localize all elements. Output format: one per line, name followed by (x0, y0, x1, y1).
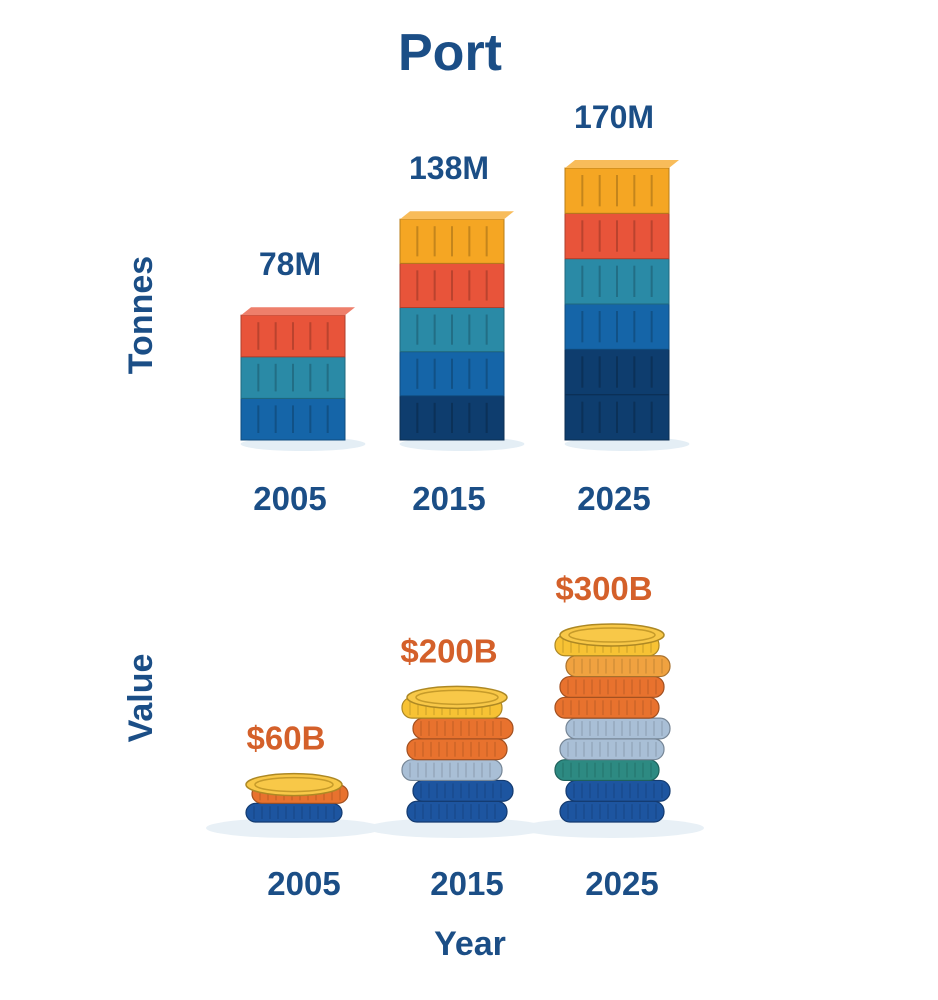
tonnes-x-tick: 2005 (253, 480, 326, 517)
tonnes-value-label: 138M (409, 150, 489, 186)
tonnes-value-label: 78M (259, 246, 321, 282)
bar-shadow (399, 437, 525, 451)
coin-edge (412, 717, 514, 740)
container-box (564, 348, 670, 396)
bar-shadow (367, 818, 547, 838)
container-box (564, 258, 670, 305)
tonnes-x-tick: 2025 (577, 480, 650, 517)
coin-edge (412, 779, 514, 802)
coin (554, 759, 660, 782)
value-x-tick: 2015 (430, 865, 503, 902)
coin-top-rim (254, 776, 334, 793)
y-axis-label-tonnes: Tonnes (122, 256, 160, 374)
coin-edge (406, 738, 508, 761)
coin-edge (406, 800, 508, 823)
container-box (564, 394, 670, 441)
coin (565, 655, 671, 678)
value-bar-2005 (206, 772, 382, 838)
tonnes-x-tick: 2015 (412, 480, 485, 517)
container-top (400, 211, 514, 220)
value-value-label: $200B (400, 632, 497, 669)
value-bar-2025 (520, 623, 704, 838)
bar-shadow (564, 437, 690, 451)
coin (559, 800, 665, 823)
container-box (399, 218, 505, 264)
coin-edge (401, 759, 503, 782)
tonnes-chart: 78M 2005 138M 2015 170M 2025 (240, 99, 690, 517)
coin (559, 675, 665, 698)
coin (412, 779, 514, 802)
coin-top-rim (568, 627, 656, 643)
value-chart: $60B 2005 $200B 2015 $300B 2025 (206, 570, 704, 902)
coin-top-rim (415, 689, 499, 706)
container-box (399, 307, 505, 353)
container-top (241, 307, 355, 316)
value-x-tick: 2005 (267, 865, 340, 902)
tonnes-bar-2005 (240, 307, 366, 451)
container-box (564, 212, 670, 260)
value-value-label: $300B (555, 570, 652, 607)
value-value-label: $60B (247, 720, 326, 757)
coin (401, 759, 503, 782)
value-bar-2015 (367, 685, 547, 838)
value-x-tick: 2025 (585, 865, 658, 902)
coin (412, 717, 514, 740)
bar-shadow (240, 437, 366, 451)
y-axis-label-value: Value (122, 654, 160, 743)
tonnes-bar-2015 (399, 211, 525, 451)
container-box (564, 303, 670, 350)
coin (406, 738, 508, 761)
container-box (240, 356, 346, 399)
container-box (240, 397, 346, 441)
container-box (399, 262, 505, 309)
coin (406, 800, 508, 823)
container-box (399, 395, 505, 441)
container-box (564, 167, 670, 214)
coin (245, 802, 343, 823)
x-axis-label: Year (434, 925, 506, 963)
coin (565, 717, 671, 740)
container-box (240, 314, 346, 358)
container-top (565, 160, 679, 168)
tonnes-value-label: 170M (574, 99, 654, 135)
bar-shadow (206, 818, 382, 838)
bar-shadow (520, 818, 704, 838)
container-box (399, 351, 505, 397)
tonnes-bar-2025 (564, 160, 690, 451)
coin (554, 696, 660, 719)
coin (559, 738, 665, 761)
coin (565, 779, 671, 802)
chart-title: Port (398, 24, 502, 82)
